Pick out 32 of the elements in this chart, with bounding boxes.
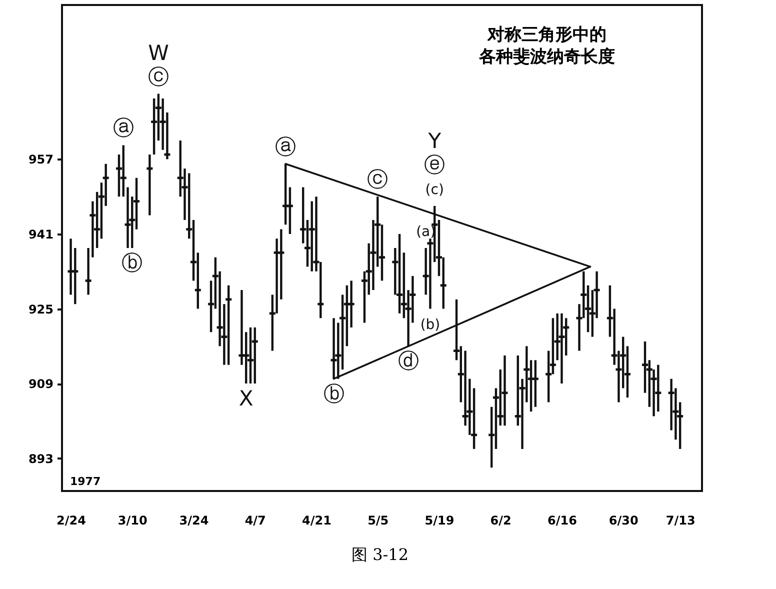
y-tick-label: 957 <box>28 152 54 167</box>
x-tick-label: 3/10 <box>118 514 148 528</box>
x-tick-label: 6/16 <box>548 514 577 528</box>
annotation: (c) <box>425 182 444 198</box>
annotation: ⓒ <box>367 168 388 192</box>
annotation: ⓐ <box>275 134 296 159</box>
x-tick-label: 6/30 <box>608 514 638 528</box>
annotation: ⓑ <box>323 382 344 406</box>
caption: 图 3-12 <box>350 545 410 566</box>
x-tick-label: 7/13 <box>666 514 696 528</box>
text: 对称三角形中的各种斐波纳奇长度 <box>478 25 615 67</box>
x-tick-label: 2/24 <box>56 514 86 528</box>
x-tick-label: 3/24 <box>179 514 209 528</box>
annotation: ⓒ <box>148 64 169 89</box>
annotation: ⓔ <box>424 152 446 177</box>
annotation: X <box>238 386 254 411</box>
annotation: (b) <box>420 316 440 333</box>
annotation: W <box>148 40 170 65</box>
y-tick-label: 893 <box>28 452 54 466</box>
y-tick-label: 909 <box>28 377 54 392</box>
annotation: ⓓ <box>398 349 419 374</box>
x-tick-label: 5/5 <box>368 514 389 528</box>
annotation: Y <box>427 128 442 153</box>
y-tick-label: 925 <box>28 302 54 316</box>
x-tick-label: 5/19 <box>424 514 454 528</box>
x-tick-label: 4/7 <box>244 514 266 528</box>
x-tick-label: 4/21 <box>302 514 332 528</box>
annotation: ⓑ <box>122 251 143 275</box>
y-tick-label: 941 <box>28 227 54 242</box>
x-tick-label: 6/2 <box>490 514 512 528</box>
annotation: 1977 <box>70 475 101 488</box>
annotation: ⓐ <box>112 116 134 140</box>
